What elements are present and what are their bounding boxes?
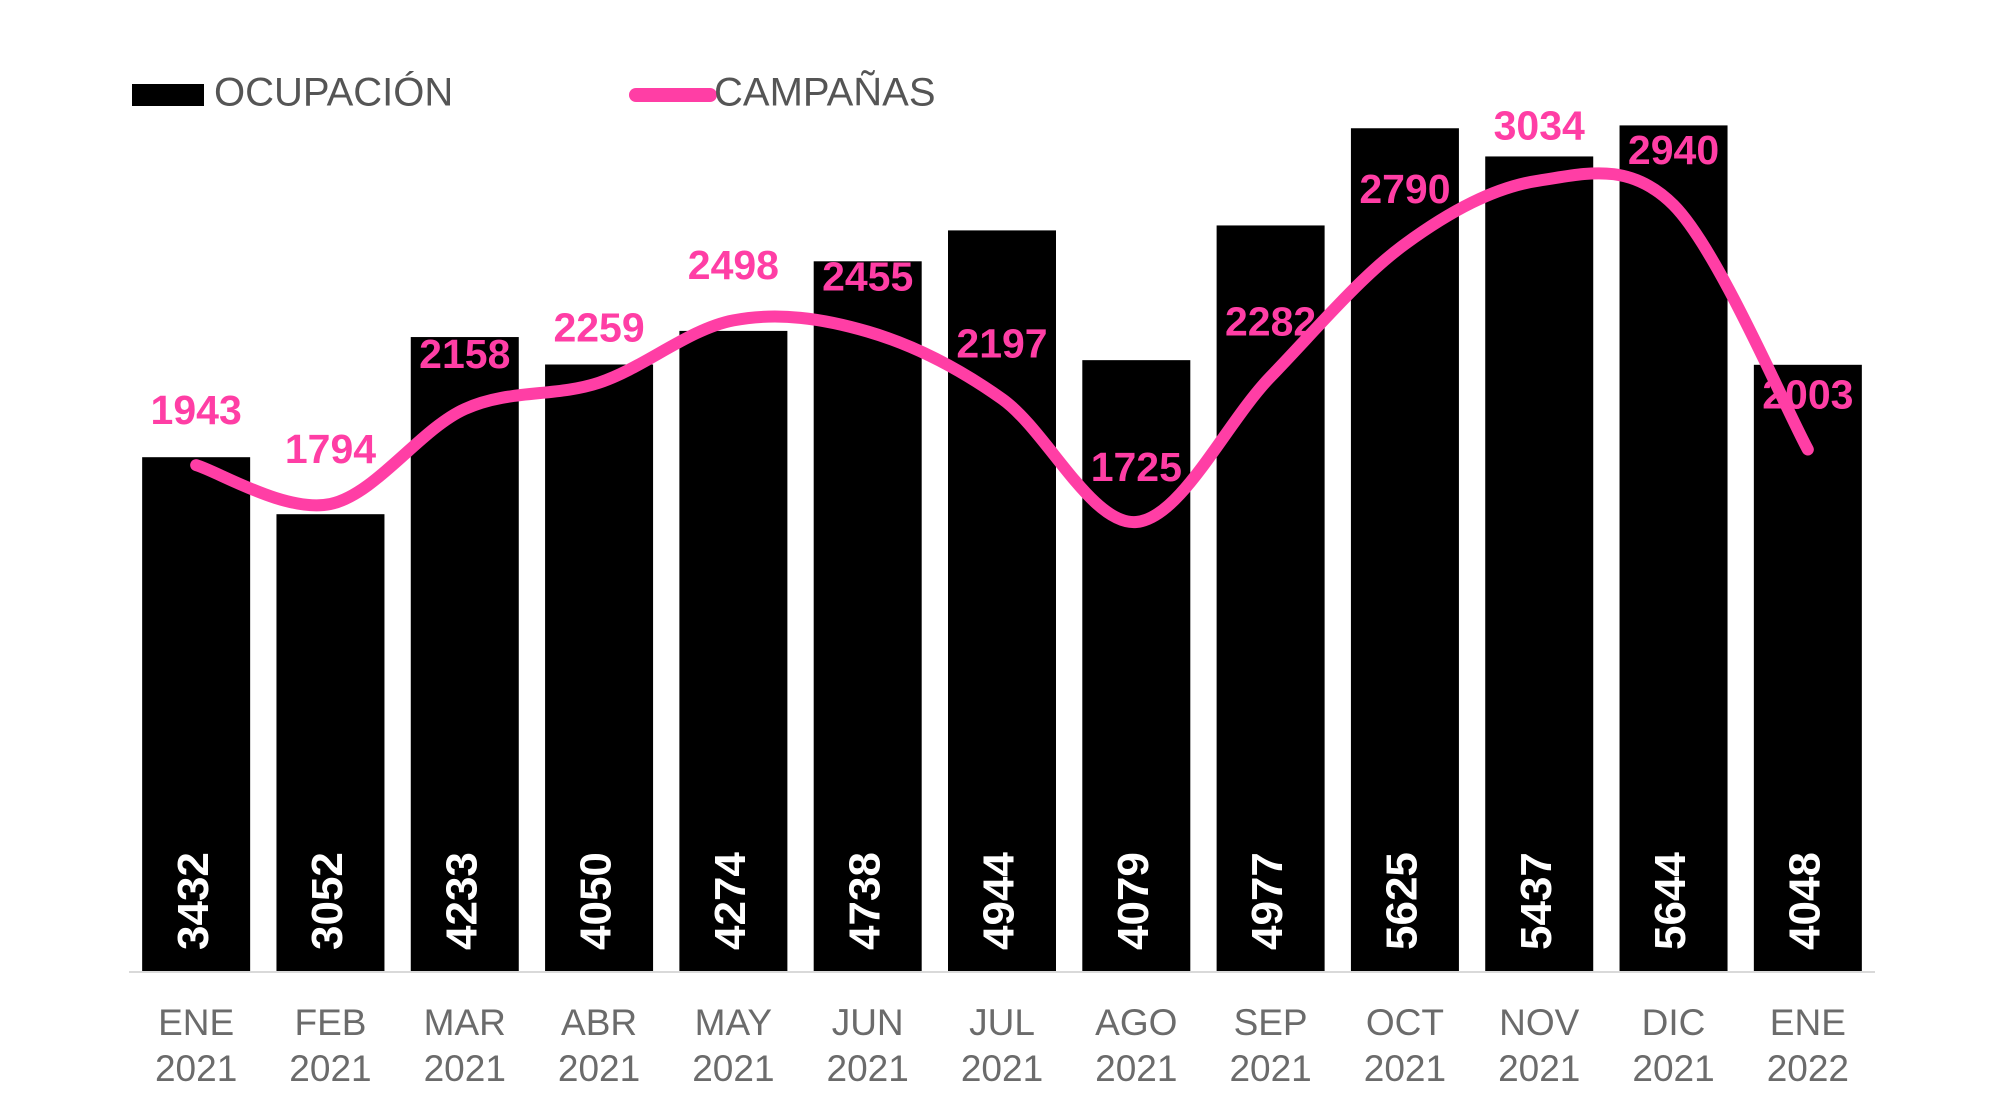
line-value-label: 1725 <box>1091 444 1182 490</box>
bar-value-label: 4944 <box>975 852 1024 950</box>
x-tick-label: AGO 2021 <box>1095 1002 1178 1089</box>
bar-value-label: 4079 <box>1109 852 1158 950</box>
bar <box>948 230 1056 972</box>
bar <box>410 337 519 972</box>
x-tick-label: FEB 2021 <box>289 1002 372 1089</box>
line-value-label: 2197 <box>956 321 1047 367</box>
line-value-label: 2455 <box>822 253 913 299</box>
bar <box>1082 360 1191 972</box>
line-value-label: 2940 <box>1628 127 1719 173</box>
x-tick-label: ENE 2022 <box>1766 1002 1849 1089</box>
line-value-label: 2003 <box>1762 371 1853 417</box>
line-value-label: 3034 <box>1494 102 1585 148</box>
x-tick-label: ABR 2021 <box>557 1002 641 1089</box>
x-tick-label: DIC 2021 <box>1632 1002 1715 1089</box>
legend-label: CAMPAÑAS <box>714 70 936 115</box>
bar-value-label: 5625 <box>1378 852 1427 950</box>
line-value-label: 2282 <box>1225 299 1316 345</box>
bar <box>1350 128 1459 972</box>
bar-value-label: 3432 <box>169 852 218 950</box>
bar-value-label: 4738 <box>840 852 889 950</box>
x-tick-label: SEP 2021 <box>1229 1002 1312 1089</box>
bar <box>679 330 788 972</box>
x-tick-label: OCT 2021 <box>1363 1002 1447 1089</box>
legend-label: OCUPACIÓN <box>214 70 453 115</box>
x-tick-label: ENE 2021 <box>154 1002 238 1089</box>
line <box>190 167 1814 528</box>
line-value-label: 2259 <box>553 305 644 351</box>
bar-value-label: 4977 <box>1243 852 1292 950</box>
bar <box>545 364 654 972</box>
line-value-label: 1794 <box>285 426 376 472</box>
x-tick-label: NOV 2021 <box>1498 1002 1581 1089</box>
bar-value-label: 4048 <box>1780 852 1829 950</box>
bar <box>142 457 251 972</box>
bar-value-label: 4274 <box>706 852 755 950</box>
bar-value-label: 4050 <box>572 852 621 950</box>
x-tick-label: MAR 2021 <box>423 1002 506 1089</box>
bar-value-label: 4233 <box>437 852 486 950</box>
line-value-label: 2790 <box>1359 166 1450 212</box>
bar <box>813 261 922 972</box>
bar <box>1216 225 1325 972</box>
line-value-label: 1943 <box>151 387 242 433</box>
bar <box>1485 156 1594 972</box>
x-tick-label: MAY 2021 <box>692 1002 775 1089</box>
bar <box>276 514 385 972</box>
bar-value-label: 3052 <box>303 852 352 950</box>
x-tick-label: JUL 2021 <box>960 1002 1044 1089</box>
bar <box>1753 364 1862 972</box>
bar-value-label: 5644 <box>1646 852 1695 950</box>
legend-swatch <box>132 84 204 106</box>
line-value-label: 2158 <box>419 331 510 377</box>
bar-value-label: 5437 <box>1512 852 1561 950</box>
x-tick-label: JUN 2021 <box>826 1002 909 1089</box>
line-value-label: 2498 <box>688 242 779 288</box>
